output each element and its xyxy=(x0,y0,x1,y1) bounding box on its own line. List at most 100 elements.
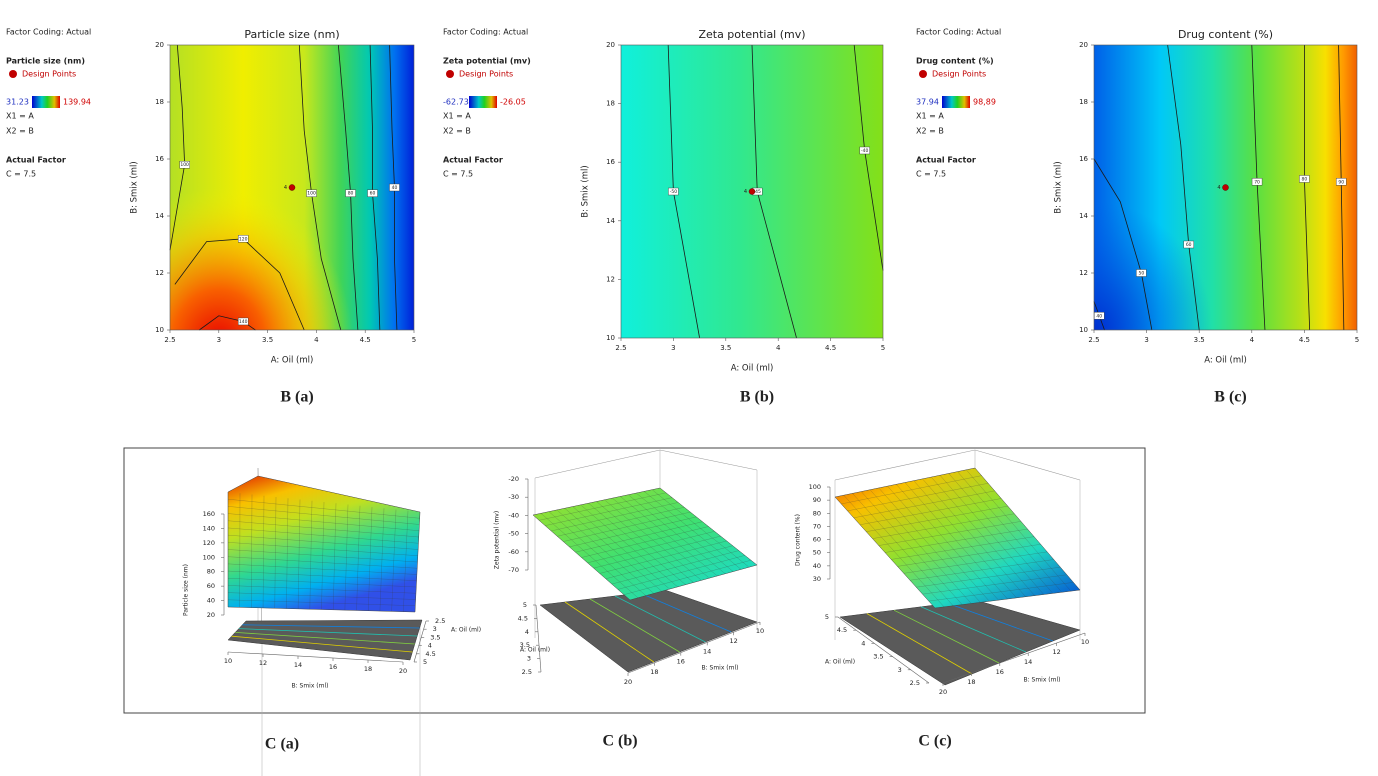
x-tick-label: 12 xyxy=(1052,648,1060,656)
color-bar xyxy=(942,96,970,108)
surface-mesh xyxy=(847,483,989,512)
contour-label: 100 xyxy=(307,191,316,197)
surface-mesh xyxy=(948,473,1053,594)
z-axis-label: Particle size (nm) xyxy=(183,564,190,616)
z-tick-label: 20 xyxy=(207,611,215,619)
surface-mesh xyxy=(869,489,972,604)
surface-mesh xyxy=(957,471,1063,593)
x-tick-label: 12 xyxy=(729,637,737,645)
surface-mesh xyxy=(379,508,385,612)
y-tick-label: 12 xyxy=(155,269,164,277)
surface-mesh xyxy=(581,526,709,558)
y-tick-label: 2.5 xyxy=(910,679,920,687)
surface-mesh xyxy=(563,511,691,542)
color-bar xyxy=(32,96,60,108)
surface-mesh xyxy=(903,551,1048,574)
y-axis-label: A: Oil (ml) xyxy=(825,659,855,666)
floor-contour xyxy=(589,598,680,653)
surface-mesh xyxy=(611,550,739,585)
surface-mesh xyxy=(227,563,417,575)
surface-mesh xyxy=(227,520,419,538)
surface-mesh xyxy=(939,475,1044,595)
contour-label: 60 xyxy=(1186,242,1192,248)
plot-frame xyxy=(169,44,415,331)
x-tick-label: 2.5 xyxy=(615,344,626,352)
floor-contour xyxy=(235,632,415,645)
plot-frame xyxy=(1093,44,1358,331)
y-tick-label: 3 xyxy=(433,625,437,633)
x-tick-label: 16 xyxy=(677,658,685,666)
y-tick-label: 4 xyxy=(861,639,865,647)
y-tick-label: 3.5 xyxy=(430,633,440,641)
surface-floor xyxy=(839,599,1081,686)
surface-mesh xyxy=(227,556,418,569)
x-tick-label: 5 xyxy=(881,344,885,352)
surface-mesh xyxy=(913,480,1017,599)
y-axis-label: A: Oil (ml) xyxy=(520,647,550,654)
y-tick-label: 10 xyxy=(606,334,615,342)
legend-marker xyxy=(9,70,17,78)
z-tick-label: -70 xyxy=(508,566,519,574)
legend-points: Design Points xyxy=(932,70,986,79)
surface-mesh xyxy=(896,484,999,601)
panel-caption: C (b) xyxy=(602,733,637,750)
surface-mesh xyxy=(636,492,734,572)
x-tick-label: 16 xyxy=(996,668,1004,676)
contour-label-box xyxy=(345,189,356,197)
contour-label-box xyxy=(306,189,317,197)
contour-label: 100 xyxy=(180,162,189,168)
y-tick-label: 16 xyxy=(606,158,615,166)
color-min: 31.23 xyxy=(6,98,29,107)
contour-label-box xyxy=(859,146,870,155)
x-tick-label: 18 xyxy=(967,678,975,686)
legend-points: Design Points xyxy=(459,70,513,79)
floor-contour xyxy=(947,603,1054,642)
factor-coding: Factor Coding: Actual xyxy=(6,28,91,37)
x-tick-label: 14 xyxy=(703,647,711,655)
x-tick-label: 20 xyxy=(939,688,947,696)
surface-mesh xyxy=(569,516,697,548)
contour-label: -45 xyxy=(754,189,761,195)
contour-label: 80 xyxy=(348,191,354,197)
contour-label: 40 xyxy=(392,185,398,191)
contour-label-box xyxy=(668,187,679,196)
surface-mesh xyxy=(227,498,420,519)
chart-title: Particle size (nm) xyxy=(244,28,339,41)
surface-mesh xyxy=(852,493,954,606)
surface-mesh xyxy=(599,540,727,574)
response-surface xyxy=(834,467,1081,609)
surface-mesh xyxy=(332,503,337,610)
surface-mesh xyxy=(274,496,277,609)
x-tick-label: 4.5 xyxy=(825,344,836,352)
response-label: Drug content (%) xyxy=(916,57,994,66)
contour-label-box xyxy=(1251,178,1263,186)
surface-mesh xyxy=(617,555,745,590)
surface-mesh xyxy=(227,513,420,531)
y-tick-label: 2.5 xyxy=(522,668,532,676)
y-tick-label: 10 xyxy=(155,326,164,334)
contour-label: -40 xyxy=(861,148,868,154)
contour-label-box xyxy=(1336,178,1347,186)
x-tick-label: 2.5 xyxy=(1088,336,1099,344)
legend-marker xyxy=(919,70,927,78)
surface-mesh xyxy=(227,534,419,550)
x-axis-label: A: Oil (ml) xyxy=(731,364,774,374)
factor-x2: X2 = B xyxy=(6,127,34,136)
y-tick-label: 4.5 xyxy=(518,614,528,622)
contour-label-box xyxy=(237,317,249,326)
x-axis xyxy=(942,632,1086,684)
z-tick-label: 120 xyxy=(203,539,215,547)
surface-mesh xyxy=(548,511,647,596)
y-tick-label: 3.5 xyxy=(873,653,883,661)
floor-contour xyxy=(639,592,732,633)
surface-mesh xyxy=(321,501,325,610)
surface-mesh xyxy=(588,503,686,585)
surface-mesh xyxy=(859,498,1002,525)
x-tick-label: 20 xyxy=(624,678,632,686)
surface-mesh xyxy=(227,570,417,581)
surface-floor xyxy=(539,589,758,673)
contour-label: 50 xyxy=(1138,271,1144,277)
actual-factor: C = 7.5 xyxy=(6,170,36,179)
legend-marker xyxy=(446,70,454,78)
surface-mesh xyxy=(922,574,1067,595)
